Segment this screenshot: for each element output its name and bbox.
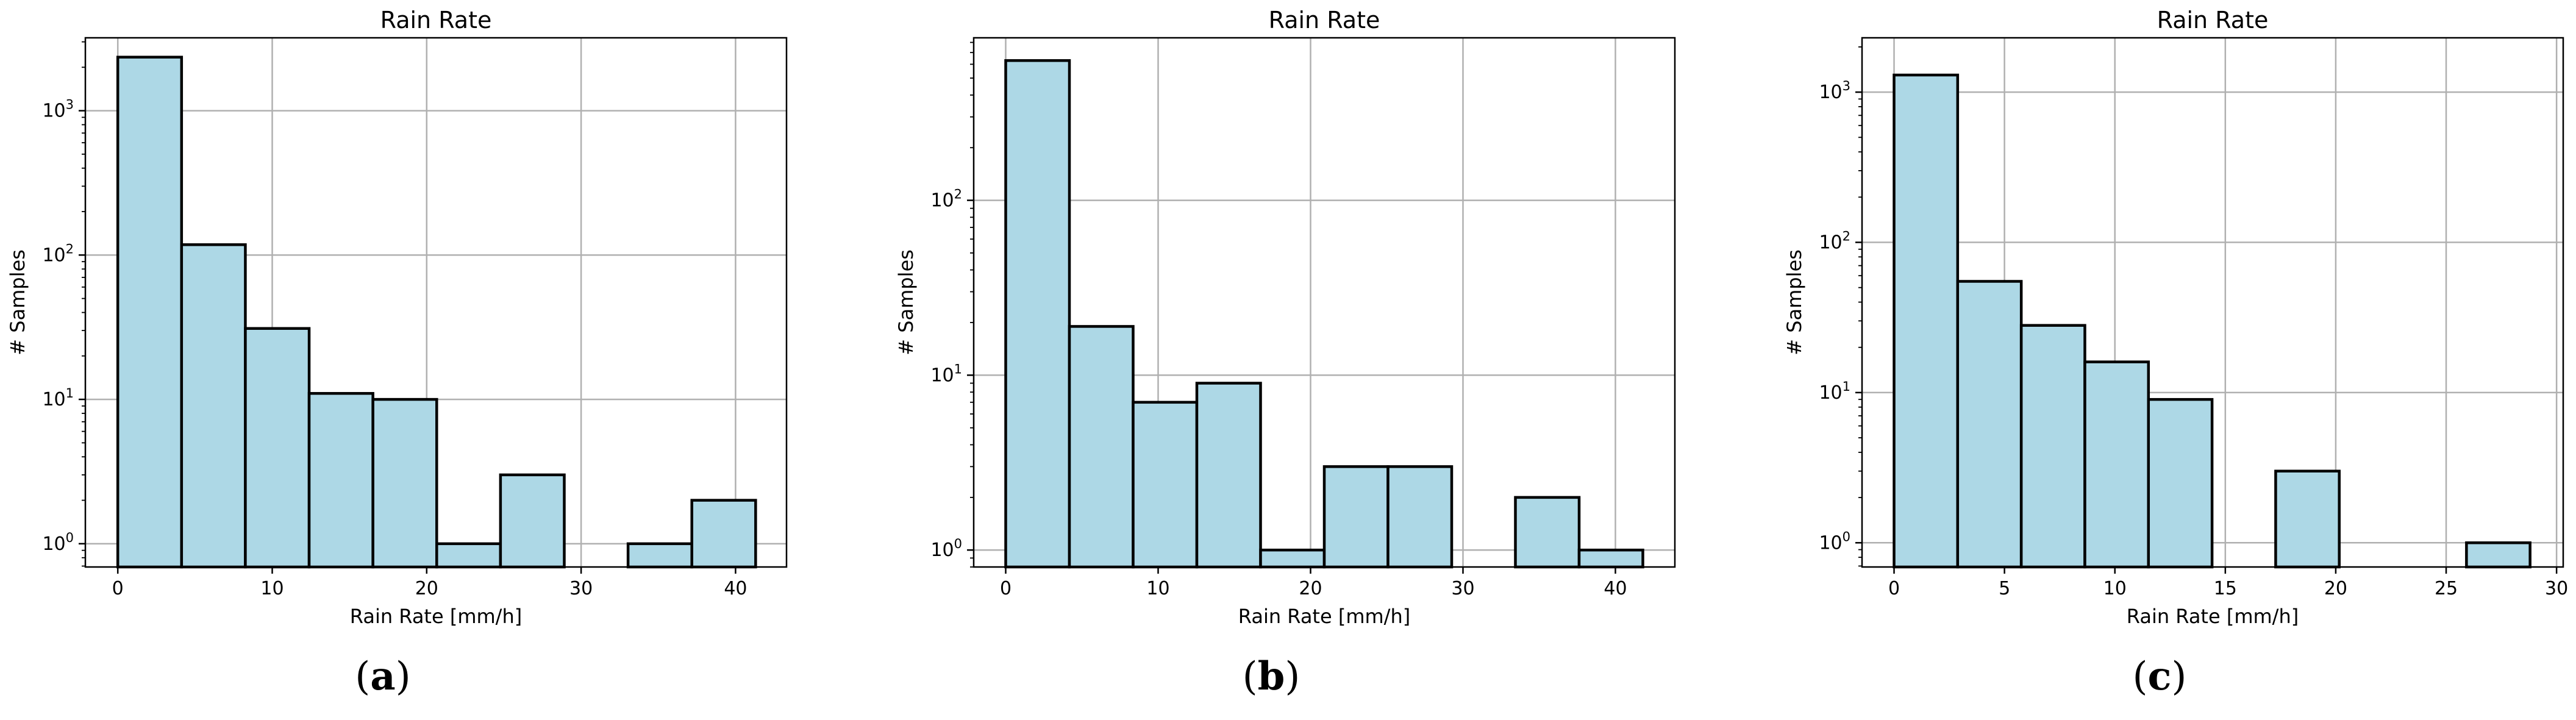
y-tick-label: 101: [42, 386, 74, 410]
histogram-bar-b-1: [1068, 325, 1135, 569]
x-tick-label: 20: [2324, 578, 2347, 599]
y-tick-label: 100: [930, 536, 962, 561]
histogram-bar-b-6: [1386, 465, 1454, 569]
x-tick-label: 30: [569, 578, 593, 599]
x-tick-label: 30: [1451, 578, 1474, 599]
histogram-bar-a-8: [626, 542, 693, 569]
x-tick-label: 30: [2545, 578, 2568, 599]
x-tick-label: 20: [1299, 578, 1322, 599]
x-tick-label: 40: [724, 578, 747, 599]
y-tick-label: 101: [930, 362, 962, 386]
x-tick-label: 10: [1146, 578, 1169, 599]
histogram-bar-a-3: [307, 392, 374, 569]
y-axis-label: # Samples: [1783, 249, 1806, 355]
histogram-bar-b-3: [1195, 382, 1262, 569]
chart-title: Rain Rate: [1269, 7, 1380, 34]
histogram-bar-c-6: [2274, 469, 2341, 569]
y-tick-label: 100: [42, 530, 74, 555]
x-tick-label: 0: [1888, 578, 1900, 599]
x-tick-label: 15: [2214, 578, 2237, 599]
x-tick-label: 0: [112, 578, 124, 599]
histogram-bar-b-9: [1577, 548, 1644, 569]
y-tick-label: 103: [42, 98, 74, 122]
x-tick-label: 40: [1604, 578, 1627, 599]
histogram-bar-a-9: [690, 499, 757, 569]
histogram-bar-b-8: [1514, 496, 1581, 569]
histogram-bar-c-3: [2083, 360, 2150, 569]
axes-frame: [972, 37, 1676, 568]
x-tick-label: 25: [2435, 578, 2458, 599]
y-tick-label: 100: [1819, 529, 1850, 554]
histogram-bar-b-2: [1132, 401, 1199, 569]
x-axis-label: Rain Rate [mm/h]: [2127, 605, 2299, 628]
y-tick-label: 103: [1819, 79, 1850, 103]
histogram-bar-c-2: [2019, 324, 2086, 569]
histogram-bar-a-6: [499, 473, 566, 569]
x-tick-label: 5: [1999, 578, 2010, 599]
caption-c: (c): [2132, 654, 2187, 699]
chart-title: Rain Rate: [2157, 7, 2269, 34]
y-tick-label: 102: [1819, 229, 1850, 254]
y-tick-label: 101: [1819, 379, 1850, 404]
histogram-bar-a-0: [116, 55, 184, 569]
y-tick-label: 102: [42, 241, 74, 266]
histogram-bar-c-9: [2465, 541, 2531, 569]
histogram-bar-b-5: [1322, 465, 1390, 569]
y-axis-label: # Samples: [6, 249, 29, 355]
histogram-bar-a-5: [435, 542, 502, 569]
histogram-bar-c-1: [1956, 280, 2023, 569]
histogram-bar-b-0: [1004, 59, 1071, 569]
x-tick-label: 10: [2103, 578, 2127, 599]
histogram-bar-a-1: [180, 243, 247, 569]
histogram-bar-b-4: [1259, 548, 1326, 569]
y-tick-label: 102: [930, 187, 962, 212]
y-axis-label: # Samples: [894, 249, 918, 355]
x-tick-label: 10: [260, 578, 284, 599]
x-tick-label: 0: [1000, 578, 1011, 599]
chart-panel-c: 0 5 10 15 20 25 30 100 101 102 103 Rain Rate Rain Ra…: [1783, 7, 2568, 628]
x-axis-label: Rain Rate [mm/h]: [350, 605, 522, 628]
chart-title: Rain Rate: [380, 7, 492, 34]
chart-panel-b: 0 10 20 30 40 100 101 102 Rain Rate Rain Rate [mm…: [894, 7, 1676, 628]
histogram-bar-a-4: [371, 397, 438, 569]
histogram-bar-c-4: [2147, 397, 2214, 569]
caption-a: (a): [355, 654, 411, 699]
axes-frame: [84, 37, 788, 568]
histogram-bar-a-2: [244, 327, 311, 569]
histogram-bar-c-0: [1893, 73, 1960, 569]
x-tick-label: 20: [415, 578, 438, 599]
x-axis-label: Rain Rate [mm/h]: [1238, 605, 1410, 628]
caption-b: (b): [1242, 654, 1300, 699]
chart-panel-a: 0 10 20 30 40 100 101 102 103 Rain Rate Rain Rate …: [6, 7, 788, 628]
